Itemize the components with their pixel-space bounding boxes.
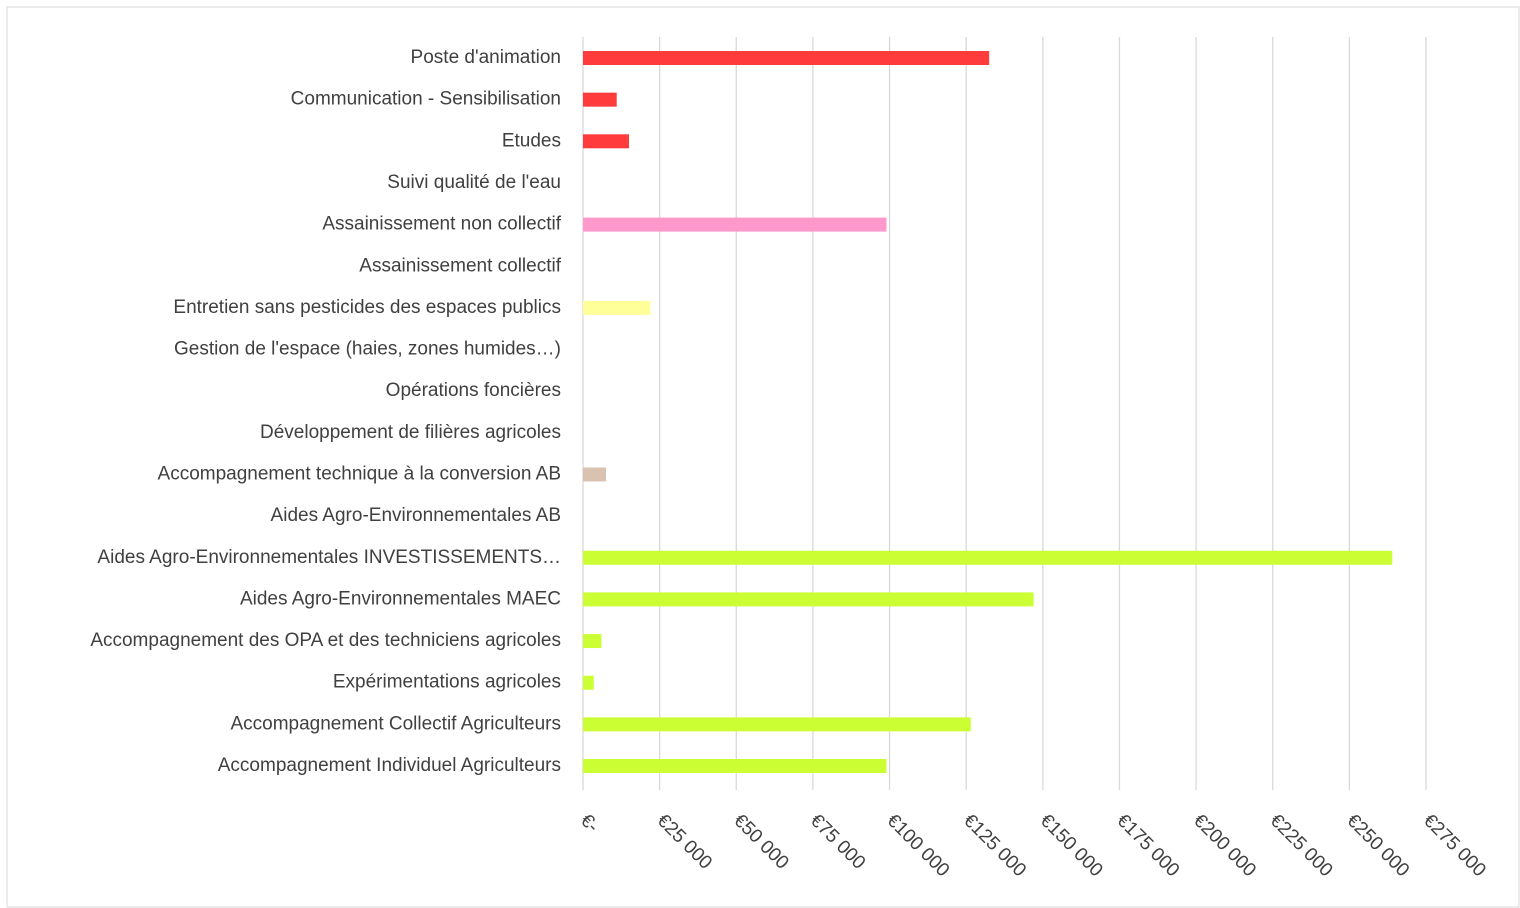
y-tick-label: Suivi qualité de l'eau (387, 172, 561, 193)
bar (583, 550, 1393, 565)
y-tick-label: Expérimentations agricoles (333, 672, 561, 693)
x-tick-label: €175 000 (1112, 810, 1183, 881)
bar (583, 675, 594, 690)
bar (583, 92, 617, 107)
bar (583, 717, 971, 732)
y-tick-label: Poste d'animation (411, 47, 561, 68)
bar (583, 217, 887, 232)
y-tick-label: Assainissement non collectif (322, 214, 561, 235)
x-tick-label: €200 000 (1189, 810, 1260, 881)
y-tick-label: Développement de filières agricoles (260, 422, 561, 443)
x-tick-label: €275 000 (1419, 810, 1490, 881)
y-tick-label: Aides Agro-Environnementales INVESTISSEM… (97, 547, 561, 568)
bar (583, 467, 606, 482)
x-tick-label: €125 000 (959, 810, 1030, 881)
x-tick-label: €250 000 (1342, 810, 1413, 881)
y-tick-label: Accompagnement technique à la conversion… (158, 463, 561, 484)
bar (583, 51, 990, 65)
bar (583, 134, 629, 149)
y-tick-label: Entretien sans pesticides des espaces pu… (173, 297, 561, 318)
bar (583, 300, 651, 315)
y-tick-label: Accompagnement Individuel Agriculteurs (218, 755, 561, 776)
bar (583, 759, 887, 773)
y-tick-label: Accompagnement des OPA et des technicien… (90, 630, 561, 651)
x-tick-label: €100 000 (882, 810, 953, 881)
x-tick-label: €25 000 (653, 810, 716, 873)
y-tick-label: Communication - Sensibilisation (291, 89, 561, 110)
y-tick-label: Aides Agro-Environnementales MAEC (240, 588, 561, 609)
y-tick-label: Aides Agro-Environnementales AB (271, 505, 561, 526)
x-tick-label: €75 000 (806, 810, 869, 873)
bar (583, 634, 602, 649)
bar (583, 592, 1034, 607)
y-tick-label: Accompagnement Collectif Agriculteurs (230, 713, 561, 734)
y-tick-label: Gestion de l'espace (haies, zones humide… (174, 339, 561, 360)
x-tick-label: €150 000 (1036, 810, 1107, 881)
x-tick-label: €- (576, 810, 603, 837)
x-tick-label: €225 000 (1266, 810, 1337, 881)
x-tick-label: €50 000 (729, 810, 792, 873)
y-tick-label: Etudes (502, 130, 561, 151)
chart-border (6, 6, 1520, 908)
y-tick-label: Assainissement collectif (359, 255, 561, 276)
y-tick-label: Opérations foncières (386, 380, 561, 401)
